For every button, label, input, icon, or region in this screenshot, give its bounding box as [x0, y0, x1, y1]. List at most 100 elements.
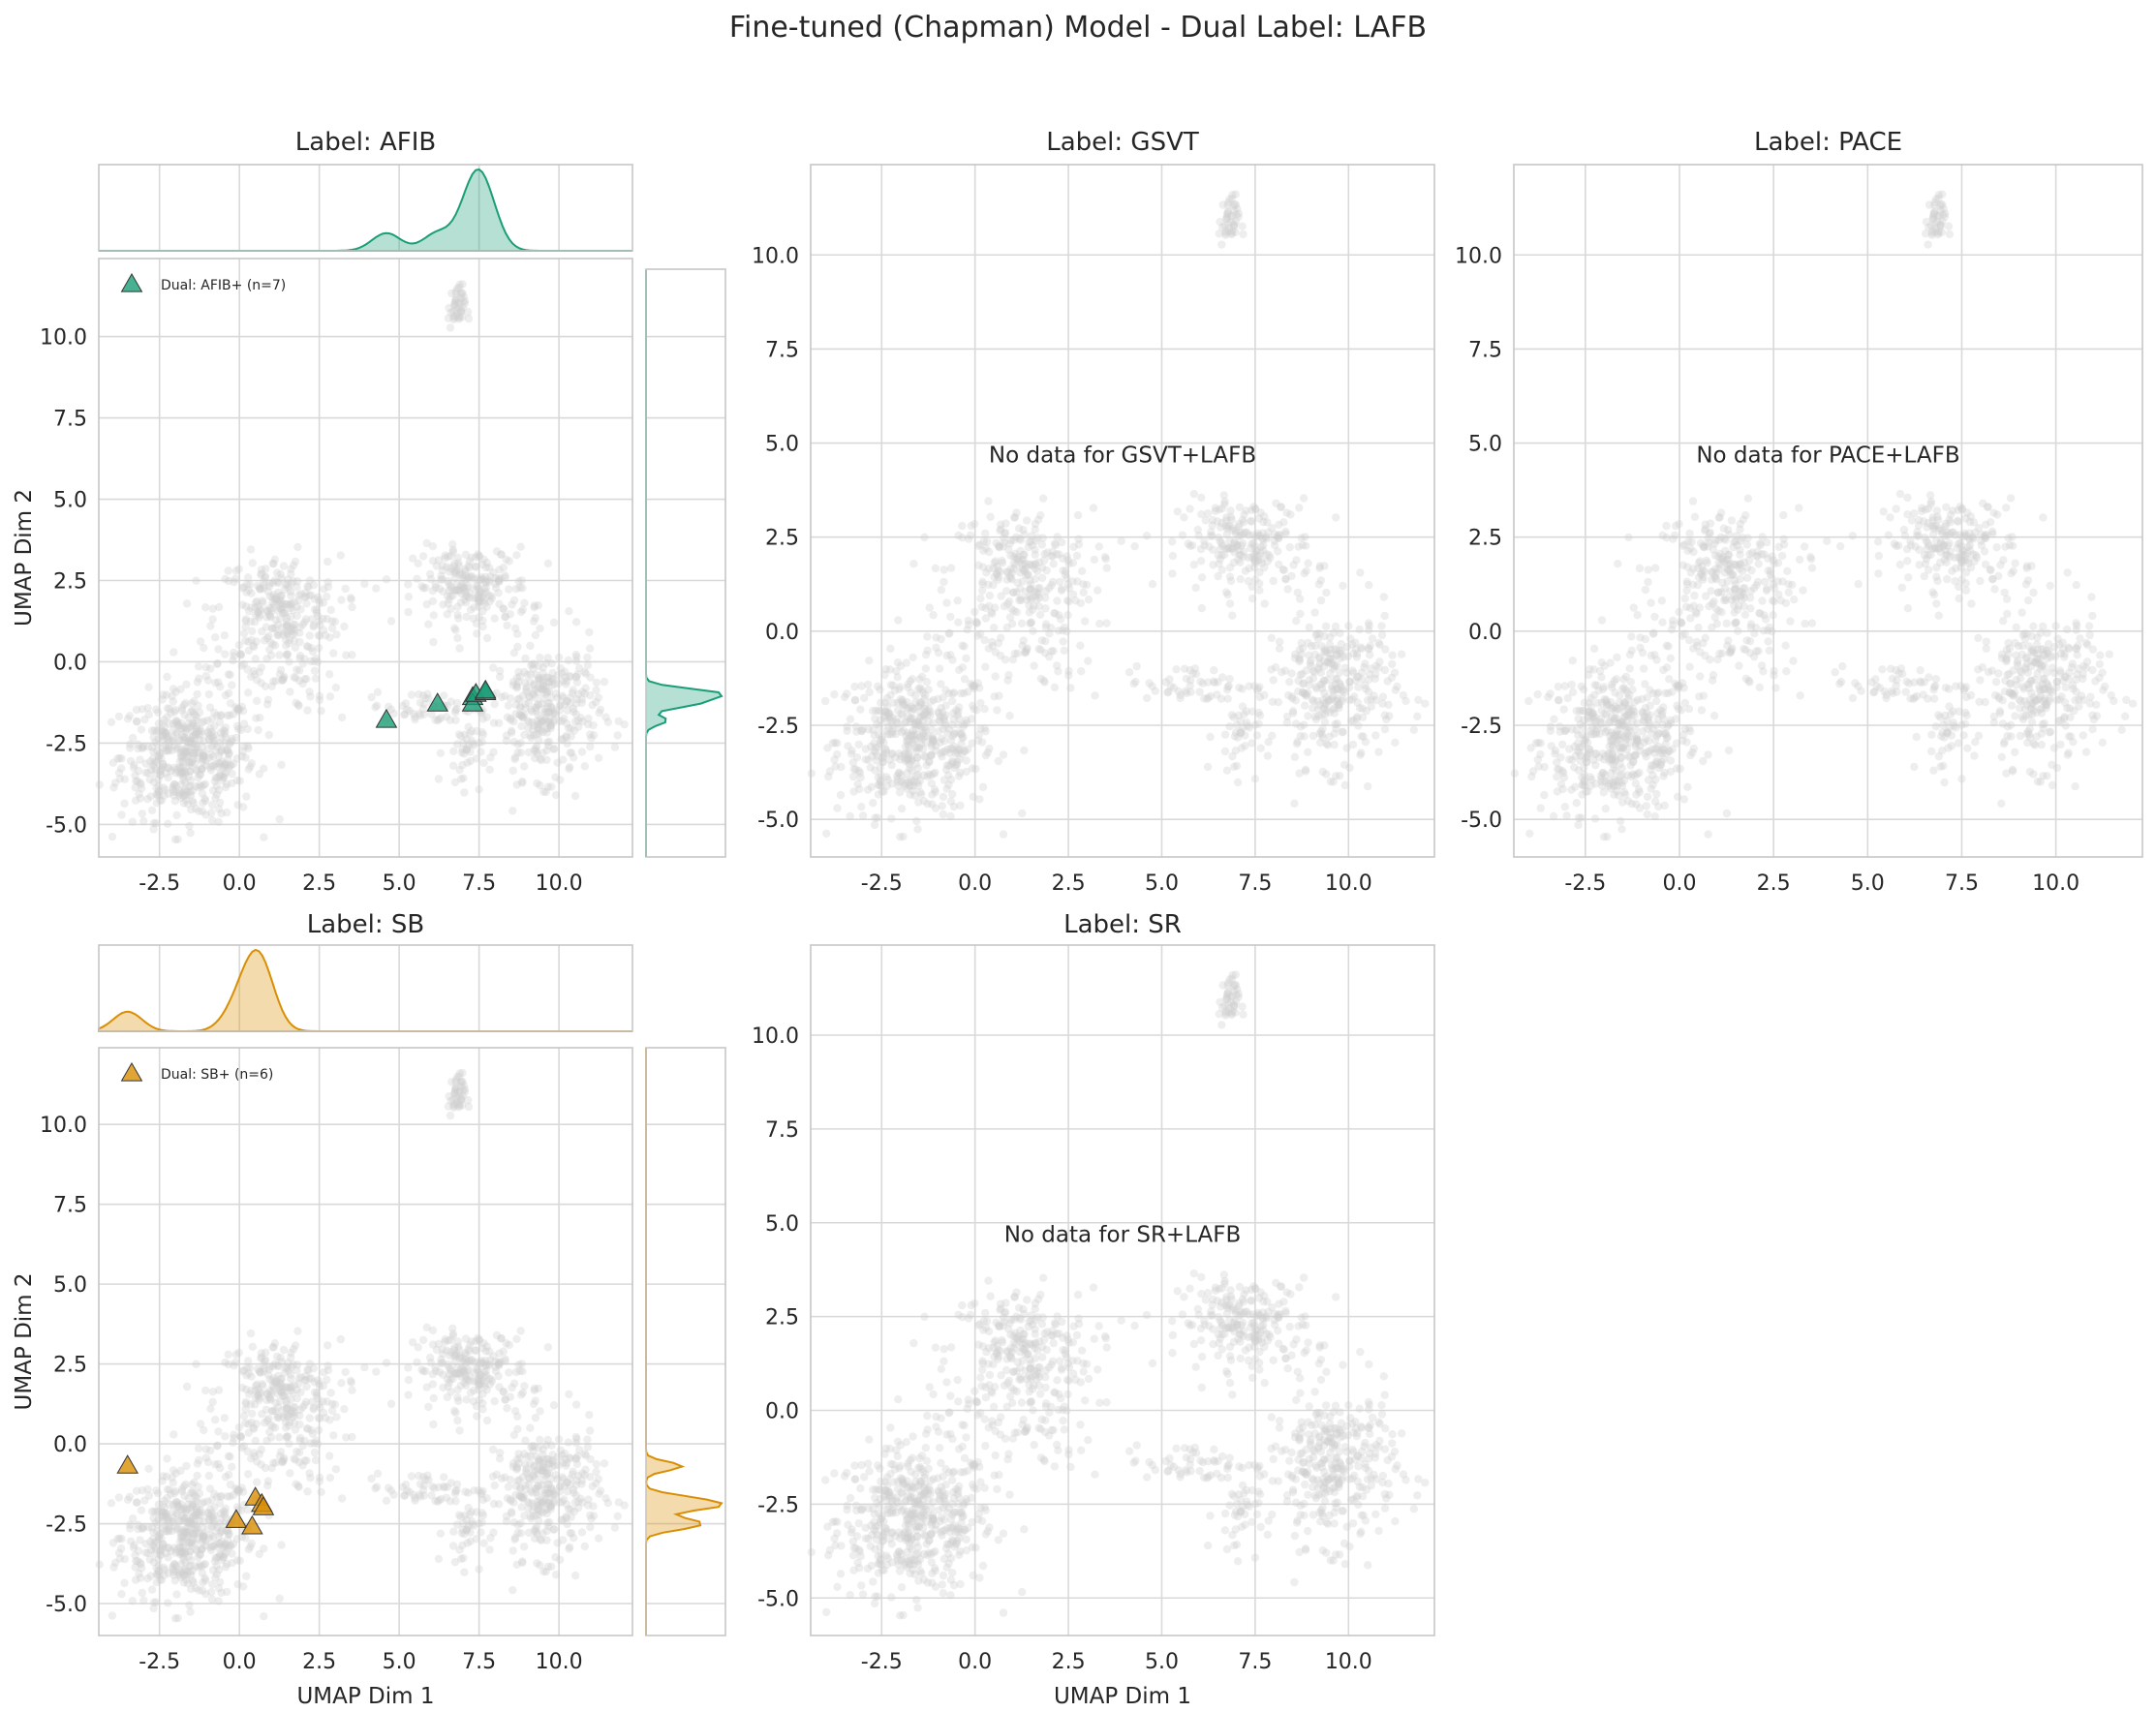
y-density-fill [646, 269, 722, 857]
background-point [180, 711, 189, 719]
background-point [281, 580, 291, 590]
background-point [170, 780, 179, 788]
background-point [254, 725, 262, 735]
background-point [1643, 693, 1651, 702]
background-point [963, 688, 972, 696]
background-point [2051, 622, 2060, 630]
background-point [1304, 712, 1312, 720]
background-point [1742, 573, 1752, 582]
background-point [1253, 685, 1262, 693]
background-point [282, 622, 291, 630]
background-point [282, 621, 292, 629]
background-point [1298, 688, 1308, 697]
background-point [974, 541, 983, 550]
background-point [1357, 644, 1367, 654]
background-point [312, 605, 322, 614]
background-point [382, 575, 391, 584]
background-point [197, 765, 206, 774]
background-point [274, 588, 283, 597]
background-point [1688, 580, 1698, 589]
background-point [169, 785, 177, 794]
background-point [1628, 686, 1637, 694]
background-point [259, 584, 268, 593]
background-point [189, 739, 198, 749]
background-point [241, 623, 250, 631]
background-point [848, 758, 857, 767]
background-point [2021, 580, 2031, 589]
background-point [211, 759, 221, 769]
background-point [161, 728, 169, 737]
background-point [1225, 722, 1234, 731]
background-point [1213, 690, 1221, 699]
background-point [506, 610, 514, 619]
background-point [1699, 756, 1708, 766]
background-point [1695, 692, 1704, 701]
background-point [199, 753, 208, 762]
background-point [2032, 640, 2042, 649]
background-point [404, 607, 413, 617]
background-point [169, 733, 177, 742]
background-point [1879, 507, 1888, 516]
background-point [1884, 531, 1894, 539]
background-point [518, 605, 527, 614]
background-point [180, 785, 189, 794]
background-point [270, 595, 279, 603]
background-point [256, 585, 264, 594]
background-point [981, 662, 990, 671]
background-point [1332, 772, 1340, 780]
background-point [1966, 512, 1976, 521]
background-point [1948, 566, 1956, 575]
background-point [1023, 516, 1032, 525]
background-point [185, 761, 194, 770]
background-point [1364, 619, 1373, 627]
background-point [462, 612, 471, 622]
background-point [1022, 646, 1032, 655]
background-point [833, 804, 842, 812]
background-point [517, 576, 526, 585]
background-point [276, 604, 286, 613]
background-point [262, 633, 272, 643]
background-point [508, 681, 518, 689]
background-point [957, 730, 966, 739]
background-point [1218, 541, 1227, 550]
background-point [481, 588, 490, 596]
background-point [1142, 532, 1152, 540]
background-point [191, 730, 200, 739]
background-point [2022, 700, 2031, 710]
background-point [1074, 535, 1083, 543]
background-point [2048, 760, 2056, 769]
background-point [539, 717, 547, 725]
background-point [164, 739, 173, 748]
background-point [326, 605, 335, 615]
background-point [290, 597, 299, 607]
background-point [1851, 679, 1860, 688]
background-point [1228, 751, 1237, 761]
background-point [1755, 683, 1765, 692]
background-point [1072, 551, 1082, 561]
background-point [551, 689, 561, 698]
background-point [465, 564, 474, 572]
background-point [172, 787, 181, 796]
background-point [472, 754, 480, 763]
background-point [212, 790, 222, 799]
background-point [1944, 744, 1953, 752]
background-point [1264, 738, 1273, 747]
background-point [980, 705, 989, 714]
background-point [1726, 587, 1735, 596]
background-point [1727, 596, 1737, 604]
background-point [2084, 622, 2094, 630]
background-point [1997, 799, 2006, 808]
background-point [1736, 525, 1744, 534]
background-point [974, 561, 983, 569]
background-point [919, 712, 928, 720]
background-point [192, 749, 200, 757]
background-point [535, 729, 543, 738]
background-point [139, 816, 148, 826]
background-point [1971, 738, 1980, 747]
background-point [1235, 519, 1244, 529]
background-point [222, 733, 231, 742]
background-point [329, 649, 338, 657]
background-point [530, 721, 539, 730]
background-point [210, 730, 219, 739]
background-point [303, 642, 313, 651]
